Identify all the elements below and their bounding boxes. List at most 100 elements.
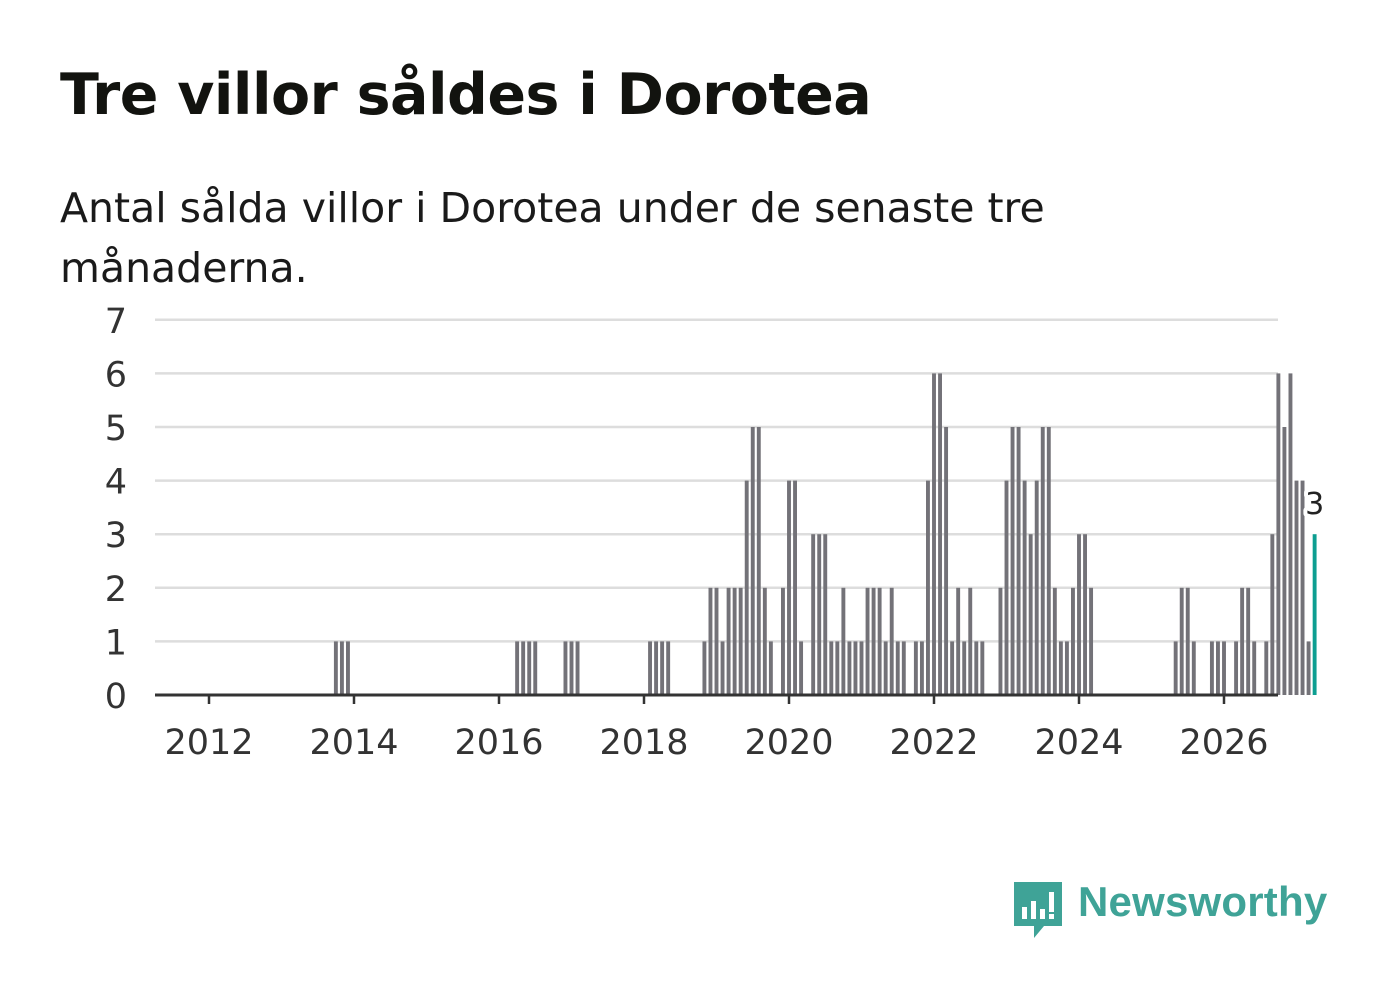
bar <box>974 641 979 695</box>
bar <box>1222 641 1226 695</box>
x-tick-label: 2016 <box>454 723 543 763</box>
bar <box>938 373 942 695</box>
bar <box>1246 587 1251 695</box>
x-tick-label: 2022 <box>889 723 978 763</box>
bar <box>1083 534 1087 695</box>
bar <box>841 587 846 695</box>
bar <box>787 480 791 695</box>
bar <box>1209 641 1214 695</box>
bar <box>847 641 852 695</box>
bar <box>569 641 574 695</box>
x-tick-label: 2020 <box>744 723 833 763</box>
bar <box>1089 587 1094 695</box>
bar <box>1252 641 1257 695</box>
bar <box>720 641 725 695</box>
bar <box>980 641 985 695</box>
y-tick-label: 0 <box>105 677 127 717</box>
bar <box>1179 587 1184 695</box>
y-tick-label: 6 <box>105 355 127 395</box>
bar <box>913 641 918 695</box>
bar <box>1276 373 1281 695</box>
bar <box>738 587 743 695</box>
bar <box>346 641 350 695</box>
bar <box>1058 641 1063 695</box>
bar <box>744 480 749 695</box>
bar <box>811 534 816 695</box>
bar <box>1040 427 1045 695</box>
x-tick-label: 2012 <box>164 723 253 763</box>
bar <box>962 641 967 695</box>
newsworthy-logo: Newsworthy <box>1010 878 1330 942</box>
bar <box>823 534 828 695</box>
bar <box>835 641 840 695</box>
bar <box>1270 534 1275 695</box>
bar <box>714 587 719 695</box>
bar <box>926 480 930 695</box>
highlight-annotation: 3 <box>1301 483 1328 526</box>
bar <box>575 641 580 695</box>
bar <box>853 641 858 695</box>
y-tick-label: 3 <box>105 516 127 556</box>
bar <box>756 427 761 695</box>
bar <box>1191 641 1196 695</box>
bar <box>889 587 894 695</box>
x-tick-label: 2014 <box>309 723 398 763</box>
bar <box>859 641 864 695</box>
bar <box>339 641 344 695</box>
bar <box>998 587 1003 695</box>
bar <box>648 641 652 695</box>
bar <box>654 641 659 695</box>
bar <box>1022 480 1027 695</box>
chart-title: Tre villor såldes i Dorotea <box>60 62 872 128</box>
bar <box>1294 480 1299 695</box>
bar <box>702 641 707 695</box>
bar <box>1185 587 1190 695</box>
bar <box>932 373 936 695</box>
bar <box>1264 641 1269 695</box>
bar <box>1010 427 1015 695</box>
bar <box>1004 480 1009 695</box>
bar <box>1064 641 1069 695</box>
bar <box>871 587 876 695</box>
bar <box>666 641 671 695</box>
bar <box>1234 641 1239 695</box>
highlight-bar <box>1312 534 1317 695</box>
bar-chart: 0 1 2 3 4 5 6 7 2012 2014 2016 2018 2020 2022 2024 202… <box>104 301 1328 763</box>
bar <box>1288 373 1293 695</box>
bar <box>768 641 773 695</box>
bar <box>1216 641 1220 695</box>
bar <box>1077 534 1081 695</box>
bar <box>781 587 785 695</box>
bar <box>533 641 538 695</box>
bar <box>762 587 767 695</box>
bar <box>799 641 804 695</box>
bar <box>1173 641 1178 695</box>
bar <box>527 641 532 695</box>
highlight-value-label: 3 <box>1305 487 1324 522</box>
bar <box>1282 427 1287 695</box>
y-tick-label: 1 <box>105 623 127 663</box>
bar <box>1300 480 1305 695</box>
bars <box>333 373 1317 695</box>
brand-name: Newsworthy <box>1078 878 1328 925</box>
bar <box>793 480 797 695</box>
bar <box>660 641 665 695</box>
x-tick-label: 2024 <box>1034 723 1123 763</box>
bar <box>1028 534 1033 695</box>
y-tick-label: 2 <box>105 570 127 610</box>
bar <box>901 641 906 695</box>
bar <box>877 587 882 695</box>
bar <box>333 641 338 695</box>
bar <box>817 534 822 695</box>
bar <box>521 641 526 695</box>
x-axis-labels: 2012 2014 2016 2018 2020 2022 2024 2026 <box>164 695 1269 763</box>
x-tick-label: 2026 <box>1179 723 1268 763</box>
bar <box>732 587 737 695</box>
bar <box>1034 480 1039 695</box>
y-axis-labels: 0 1 2 3 4 5 6 7 <box>105 302 127 717</box>
bar <box>1016 427 1021 695</box>
bar <box>968 587 973 695</box>
y-tick-label: 5 <box>105 409 127 449</box>
y-tick-label: 7 <box>105 302 127 342</box>
bar <box>950 641 955 695</box>
